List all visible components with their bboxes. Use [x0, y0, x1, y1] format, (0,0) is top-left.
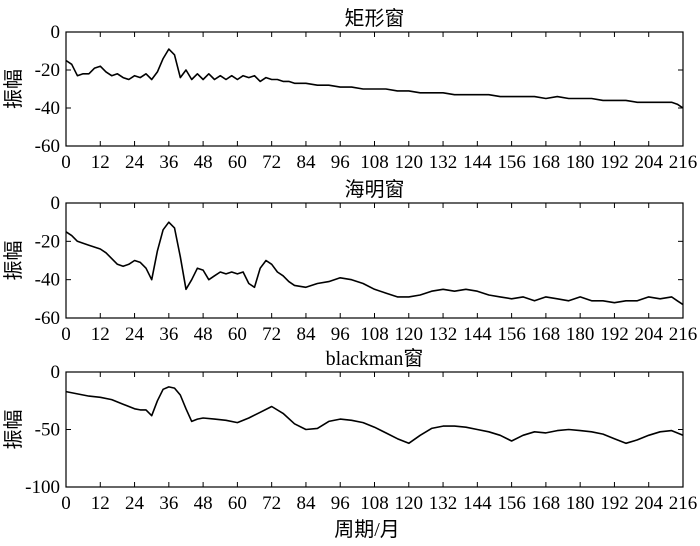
x-tick-label: 12 — [91, 152, 110, 173]
y-tick-label: -50 — [35, 420, 60, 441]
x-tick-label: 24 — [125, 493, 145, 514]
panel-title: blackman窗 — [326, 347, 424, 370]
x-tick-label: 60 — [228, 324, 247, 345]
x-tick-label: 204 — [634, 152, 663, 173]
x-tick-label: 84 — [296, 324, 316, 345]
series-line — [65, 48, 684, 109]
x-tick-label: 84 — [296, 152, 316, 173]
x-tick-label: 156 — [497, 493, 526, 514]
y-tick-label: -40 — [35, 270, 60, 291]
x-tick-label: 120 — [395, 152, 424, 173]
x-tick-label: 216 — [669, 324, 698, 345]
x-tick-label: 108 — [360, 493, 389, 514]
y-axis-label: 振幅 — [2, 410, 25, 450]
x-tick-label: 120 — [395, 324, 424, 345]
y-tick-label: 0 — [51, 362, 61, 383]
panel-hamming-window: 海明窗 0 12 24 36 48 60 72 84 96 108 120 132 144 156 168 18… — [2, 178, 697, 345]
panel-blackman-window: blackman窗 0 12 24 36 48 60 72 84 96 108 120 132 144 15… — [2, 347, 697, 514]
x-tick-label: 0 — [61, 152, 71, 173]
x-tick-label: 108 — [360, 324, 389, 345]
x-tick-label: 24 — [125, 324, 145, 345]
x-tick-label: 168 — [532, 493, 561, 514]
x-tick-label: 192 — [600, 152, 629, 173]
x-tick-label: 156 — [497, 152, 526, 173]
x-tick-label: 168 — [532, 324, 561, 345]
x-tick-label: 204 — [634, 493, 663, 514]
x-tick-label: 36 — [159, 493, 178, 514]
x-axis-label: 周期/月 — [334, 519, 400, 541]
x-tick-label: 96 — [331, 152, 350, 173]
series-line — [65, 386, 684, 445]
x-tick-label: 192 — [600, 324, 629, 345]
x-tick-label: 48 — [194, 152, 213, 173]
y-tick-label: -40 — [35, 98, 60, 119]
x-tick-label: 168 — [532, 152, 561, 173]
y-tick-label: -60 — [35, 308, 60, 329]
x-tick-label: 180 — [566, 324, 595, 345]
x-tick-label: 24 — [125, 152, 145, 173]
series-line — [65, 221, 684, 306]
x-tick-label: 144 — [463, 152, 492, 173]
x-tick-label: 120 — [395, 493, 424, 514]
x-tick-label: 96 — [331, 324, 350, 345]
x-tick-label: 36 — [159, 152, 178, 173]
x-tick-label: 72 — [262, 493, 281, 514]
x-tick-label: 60 — [228, 152, 247, 173]
y-tick-label: 0 — [51, 193, 61, 214]
x-tick-label: 132 — [429, 152, 458, 173]
x-tick-label: 144 — [463, 493, 492, 514]
y-tick-label: -20 — [35, 231, 60, 252]
x-tick-label: 48 — [194, 324, 213, 345]
x-tick-label: 0 — [61, 324, 71, 345]
x-tick-label: 72 — [262, 324, 281, 345]
y-tick-label: -60 — [35, 136, 60, 157]
plot-frame — [65, 371, 684, 488]
x-tick-label: 180 — [566, 493, 595, 514]
x-tick-label: 96 — [331, 493, 350, 514]
x-tick-label: 12 — [91, 493, 110, 514]
x-tick-label: 156 — [497, 324, 526, 345]
y-tick-label: 0 — [51, 22, 61, 43]
x-tick-label: 204 — [634, 324, 663, 345]
x-tick-label: 192 — [600, 493, 629, 514]
x-tick-label: 108 — [360, 152, 389, 173]
x-tick-label: 0 — [61, 493, 71, 514]
x-tick-label: 216 — [669, 152, 698, 173]
panel-title: 海明窗 — [345, 178, 405, 201]
y-tick-label: -20 — [35, 60, 60, 81]
x-tick-label: 60 — [228, 493, 247, 514]
y-axis-label: 振幅 — [2, 241, 25, 281]
panel-title: 矩形窗 — [345, 7, 405, 30]
x-tick-label: 84 — [296, 493, 316, 514]
panel-rectangular-window: 矩形窗 0 12 24 36 48 60 72 84 96 108 120 132 144 156 168 18… — [2, 7, 697, 173]
x-tick-label: 48 — [194, 493, 213, 514]
x-tick-label: 132 — [429, 324, 458, 345]
y-axis-label: 振幅 — [2, 69, 25, 109]
y-tick-label: -100 — [25, 477, 60, 498]
x-tick-label: 36 — [159, 324, 178, 345]
x-tick-label: 132 — [429, 493, 458, 514]
x-tick-label: 144 — [463, 324, 492, 345]
x-tick-label: 180 — [566, 152, 595, 173]
x-tick-label: 216 — [669, 493, 698, 514]
x-tick-label: 72 — [262, 152, 281, 173]
x-tick-label: 12 — [91, 324, 110, 345]
